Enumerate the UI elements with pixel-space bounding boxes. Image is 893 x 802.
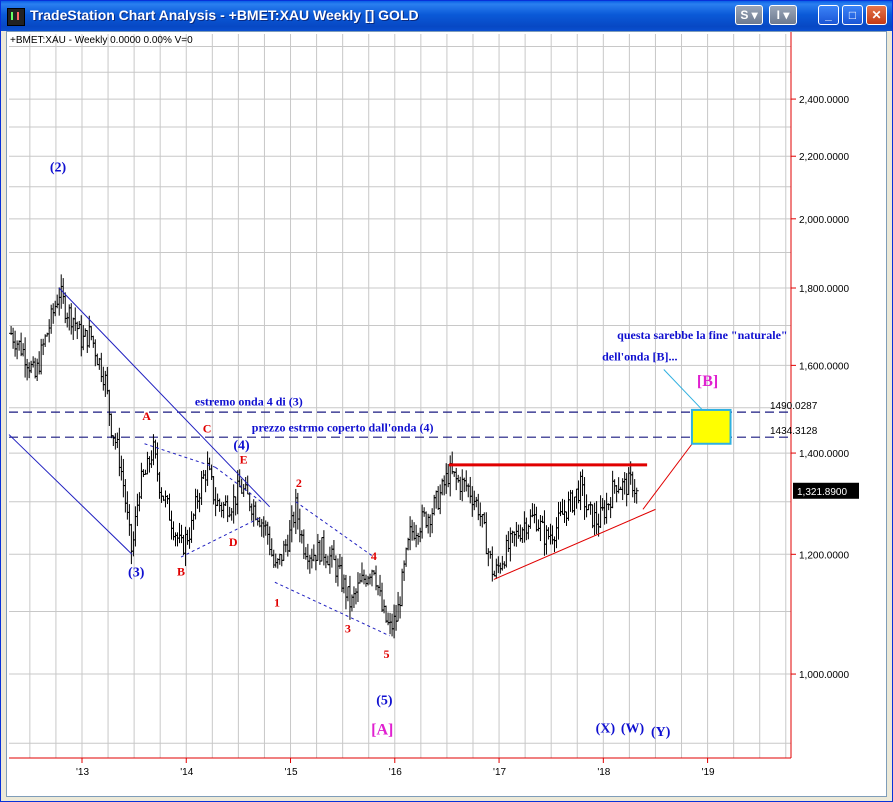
ohlc-bars <box>9 274 639 639</box>
x-tick-label: '18 <box>597 767 610 778</box>
wave-annotation: 1 <box>274 596 280 610</box>
wave-annotation: A <box>142 409 151 423</box>
price-chart[interactable]: 2,400.0000 2,200.0000 2,000.0000 1,800.0000… <box>7 32 886 784</box>
y-tick-label: 1,400.0000 <box>799 449 849 460</box>
wave-annotation: (W) <box>621 721 645 736</box>
triangle-upper-dashed <box>144 443 216 468</box>
indicator-menu-label: I <box>776 8 780 22</box>
y-tick-label: 1,000.0000 <box>799 670 849 681</box>
wave-annotation: questa sarebbe la fine "naturale" <box>617 328 787 342</box>
wave-annotation: (5) <box>376 693 393 708</box>
y-tick-label: 2,000.0000 <box>799 215 849 226</box>
wave-annotation: D <box>229 535 238 549</box>
wave-annotation: C <box>203 421 212 435</box>
downtrend-lower-line <box>8 434 133 555</box>
wave-annotation: 2 <box>296 476 302 490</box>
maximize-button[interactable]: □ <box>842 5 863 25</box>
y-tick-label: 1,200.0000 <box>799 550 849 561</box>
target-box <box>690 408 732 445</box>
x-tick-label: '16 <box>389 767 402 778</box>
style-menu-button[interactable]: S ▾ <box>735 5 763 25</box>
x-tick-label: '15 <box>285 767 298 778</box>
wave-lower-dashed <box>274 581 390 637</box>
chart-area[interactable]: 2,400.0000 2,200.0000 2,000.0000 1,800.0000… <box>6 31 887 797</box>
indicator-menu-button[interactable]: I ▾ <box>769 5 797 25</box>
target-callout-line <box>663 369 703 411</box>
wave-annotation: (2) <box>50 160 67 175</box>
x-tick-label: '19 <box>702 767 715 778</box>
status-line: +BMET:XAU - Weekly 0.0000 0.00% V=0 <box>10 35 193 46</box>
wave-annotation: estremo onda 4 di (3) <box>195 395 303 409</box>
wave-annotation: prezzo estrmo coperto dall'onda (4) <box>252 420 434 434</box>
close-button[interactable]: ✕ <box>866 5 887 25</box>
wave-annotation: 4 <box>371 549 377 563</box>
x-tick-label: '17 <box>493 767 506 778</box>
wave-annotation: [A] <box>371 722 393 739</box>
wave-annotation: 5 <box>383 647 389 661</box>
level-1490-label: 1490.0287 <box>770 401 818 412</box>
style-menu-label: S <box>740 8 749 22</box>
last-price-label: 1,321.8900 <box>797 487 847 498</box>
y-tick-label: 2,200.0000 <box>799 152 849 163</box>
wave-annotation: E <box>240 452 248 466</box>
wave-annotation: dell'onda [B]... <box>602 349 677 363</box>
downtrend-upper-line <box>58 287 271 508</box>
y-tick-label: 1,600.0000 <box>799 361 849 372</box>
title-bar[interactable]: TradeStation Chart Analysis - +BMET:XAU … <box>1 1 892 31</box>
wave-annotation: 3 <box>345 622 351 636</box>
window-title: TradeStation Chart Analysis - +BMET:XAU … <box>30 7 419 23</box>
minimize-button[interactable]: _ <box>818 5 839 25</box>
level-1434-label: 1434.3128 <box>770 426 818 437</box>
x-tick-label: '13 <box>76 767 89 778</box>
x-tick-label: '14 <box>180 767 193 778</box>
wave-annotation: (3) <box>128 566 145 581</box>
wave-annotation: (X) <box>596 721 616 736</box>
y-tick-label: 1,800.0000 <box>799 284 849 295</box>
wave-upper-dashed <box>295 501 375 558</box>
last-price-box <box>793 482 859 499</box>
wave-annotation: B <box>177 564 185 578</box>
triangle-lower-dashed <box>180 516 262 558</box>
wave-annotation: (Y) <box>651 725 671 740</box>
wave-annotation: (4) <box>233 438 250 453</box>
y-tick-label: 2,400.0000 <box>799 95 849 106</box>
tradestation-app-icon[interactable] <box>7 8 25 26</box>
wave-annotation: [B] <box>697 373 718 390</box>
support-line <box>493 508 656 580</box>
